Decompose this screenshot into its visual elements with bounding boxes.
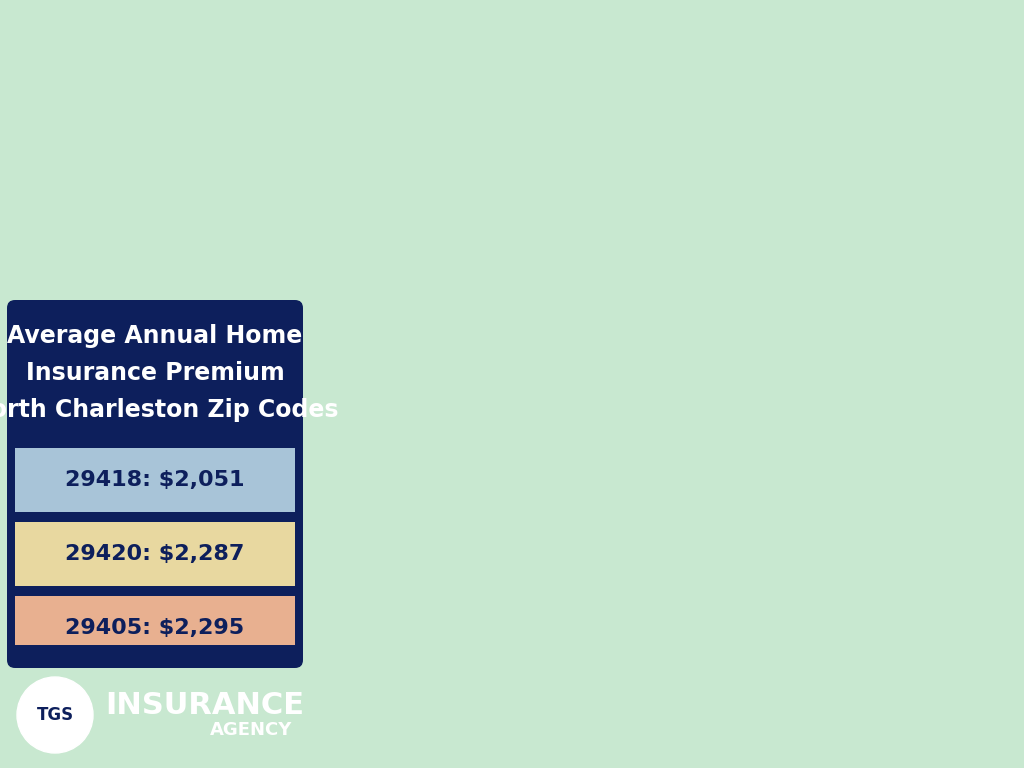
- Bar: [15, 449, 295, 512]
- Text: AGENCY: AGENCY: [210, 721, 293, 739]
- Bar: [15, 596, 295, 660]
- Text: TGS: TGS: [37, 706, 74, 724]
- Text: 29405: $2,295: 29405: $2,295: [66, 618, 245, 638]
- Bar: [15, 645, 295, 660]
- Text: Insurance Premium: Insurance Premium: [26, 361, 285, 385]
- Bar: [15, 586, 295, 596]
- Text: 29420: $2,287: 29420: $2,287: [66, 544, 245, 564]
- Text: Average Annual Home: Average Annual Home: [7, 324, 303, 348]
- Bar: [15, 522, 295, 586]
- Text: INSURANCE: INSURANCE: [105, 690, 304, 720]
- Text: North Charleston Zip Codes: North Charleston Zip Codes: [0, 399, 339, 422]
- FancyBboxPatch shape: [7, 300, 303, 668]
- Bar: [15, 439, 295, 449]
- Circle shape: [17, 677, 93, 753]
- Text: 29418: $2,051: 29418: $2,051: [66, 470, 245, 490]
- Bar: [15, 512, 295, 522]
